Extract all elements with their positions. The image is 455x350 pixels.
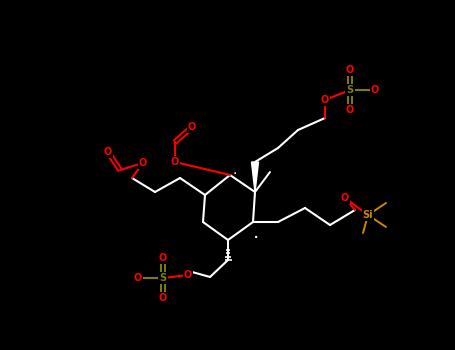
Text: O: O <box>134 273 142 283</box>
Text: O: O <box>346 65 354 75</box>
Text: S: S <box>159 273 167 283</box>
Text: O: O <box>188 122 196 132</box>
Text: O: O <box>159 293 167 303</box>
Text: O: O <box>171 157 179 167</box>
Polygon shape <box>252 162 258 192</box>
Text: O: O <box>184 270 192 280</box>
Text: Si: Si <box>363 210 373 220</box>
Text: O: O <box>321 95 329 105</box>
Text: O: O <box>341 193 349 203</box>
Text: .: . <box>233 163 237 177</box>
Text: S: S <box>346 85 354 95</box>
Text: O: O <box>371 85 379 95</box>
Text: O: O <box>104 147 112 157</box>
Text: O: O <box>139 158 147 168</box>
Text: .: . <box>253 223 259 241</box>
Text: Si: Si <box>363 210 373 220</box>
Text: O: O <box>159 253 167 263</box>
Text: O: O <box>346 105 354 115</box>
